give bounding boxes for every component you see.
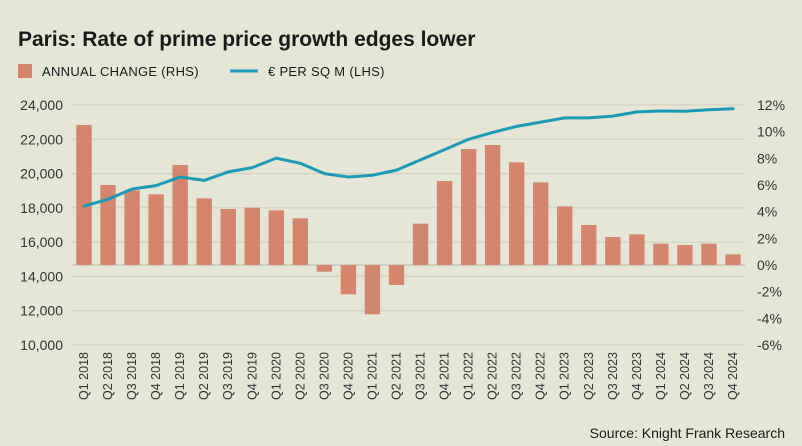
bar-q3-2021 xyxy=(412,223,429,265)
bar-q2-2023 xyxy=(581,225,597,265)
x-tick-label: Q1 2021 xyxy=(365,352,379,400)
x-tick-label: Q4 2019 xyxy=(245,352,259,400)
x-tick-label: Q3 2022 xyxy=(510,352,524,400)
bar-q1-2021 xyxy=(364,265,381,315)
right-axis: -6% -4% -2% 0% 2% 4% 6% 8% 10% 12% xyxy=(757,97,785,353)
chart-legend: ANNUAL CHANGE (RHS) € PER SQ M (LHS) xyxy=(18,64,385,79)
right-tick-label: 10% xyxy=(757,124,785,140)
right-tick-label: 6% xyxy=(757,177,777,193)
x-tick-label: Q2 2023 xyxy=(582,352,596,400)
source-note: Source: Knight Frank Research xyxy=(590,425,785,441)
legend-label-bar: ANNUAL CHANGE (RHS) xyxy=(42,64,199,79)
left-tick-label: 18,000 xyxy=(20,200,63,216)
bar-q4-2019 xyxy=(244,207,260,265)
right-tick-label: 4% xyxy=(757,204,777,220)
x-tick-label: Q1 2023 xyxy=(558,352,572,400)
left-tick-label: 22,000 xyxy=(20,131,63,147)
x-tick-label: Q1 2018 xyxy=(77,352,91,400)
left-tick-label: 14,000 xyxy=(20,268,63,284)
x-tick-label: Q2 2020 xyxy=(293,352,307,400)
bar-q3-2024 xyxy=(701,243,717,265)
bar-q2-2019 xyxy=(196,198,212,265)
x-tick-label: Q4 2024 xyxy=(726,352,740,400)
x-tick-label: Q3 2024 xyxy=(702,352,716,400)
right-tick-label: 8% xyxy=(757,150,777,166)
left-tick-label: 12,000 xyxy=(20,303,63,319)
right-tick-label: -4% xyxy=(757,310,782,326)
bar-q2-2020 xyxy=(292,218,309,265)
bar-q4-2021 xyxy=(436,181,453,265)
line-series xyxy=(82,107,735,208)
x-tick-label: Q2 2019 xyxy=(197,352,211,400)
x-tick-label: Q1 2022 xyxy=(462,352,476,400)
x-tick-label: Q3 2023 xyxy=(606,352,620,400)
line-price-per-sqm xyxy=(82,107,735,208)
x-axis: Q1 2018 Q2 2018 Q3 2018 Q4 2018 Q1 2019 Q2 20… xyxy=(77,352,740,400)
x-tick-label: Q2 2024 xyxy=(678,352,692,400)
right-tick-label: 12% xyxy=(757,97,785,113)
x-tick-label: Q1 2024 xyxy=(654,352,668,400)
bar-q1-2024 xyxy=(653,243,669,265)
left-tick-label: 20,000 xyxy=(20,166,63,182)
bar-q4-2022 xyxy=(533,182,549,265)
x-tick-label: Q4 2022 xyxy=(534,352,548,400)
left-axis: 10,000 12,000 14,000 16,000 18,000 20,000 22,0… xyxy=(20,97,63,353)
x-tick-label: Q2 2021 xyxy=(389,352,403,400)
bar-q1-2019 xyxy=(172,165,188,265)
bar-q1-2018 xyxy=(76,125,92,265)
left-tick-label: 16,000 xyxy=(20,234,63,250)
bar-q4-2023 xyxy=(629,234,645,265)
x-tick-label: Q3 2018 xyxy=(125,352,139,400)
x-tick-label: Q3 2019 xyxy=(221,352,235,400)
bar-q2-2021 xyxy=(388,265,405,285)
bar-q3-2018 xyxy=(124,190,140,265)
x-tick-label: Q3 2021 xyxy=(414,352,428,400)
bar-q2-2024 xyxy=(677,245,693,265)
right-tick-label: 2% xyxy=(757,230,777,246)
left-tick-label: 24,000 xyxy=(20,97,63,113)
bar-q3-2019 xyxy=(220,209,236,265)
x-tick-label: Q3 2020 xyxy=(317,352,331,400)
bar-q1-2023 xyxy=(557,206,573,265)
bar-q4-2018 xyxy=(148,194,164,265)
x-tick-label: Q4 2021 xyxy=(438,352,452,400)
x-tick-label: Q1 2020 xyxy=(269,352,283,400)
bar-q2-2018 xyxy=(100,185,116,265)
x-tick-label: Q1 2019 xyxy=(173,352,187,400)
bar-q2-2022 xyxy=(484,145,501,265)
chart-title: Paris: Rate of prime price growth edges … xyxy=(18,28,475,51)
x-tick-label: Q4 2018 xyxy=(149,352,163,400)
legend-label-line: € PER SQ M (LHS) xyxy=(268,64,385,79)
x-tick-label: Q2 2018 xyxy=(101,352,115,400)
x-tick-label: Q2 2022 xyxy=(486,352,500,400)
right-tick-label: -2% xyxy=(757,284,782,300)
right-tick-label: 0% xyxy=(757,257,777,273)
bar-q1-2022 xyxy=(460,149,477,265)
bar-q3-2020 xyxy=(316,265,333,272)
bar-q3-2023 xyxy=(605,237,621,265)
x-tick-label: Q4 2020 xyxy=(341,352,355,400)
bar-q1-2020 xyxy=(268,210,284,265)
bar-q3-2022 xyxy=(508,162,525,265)
x-tick-label: Q4 2023 xyxy=(630,352,644,400)
bar-q4-2020 xyxy=(340,265,357,295)
legend-swatch-bar xyxy=(18,64,32,78)
bar-q4-2024 xyxy=(725,254,741,265)
left-tick-label: 10,000 xyxy=(20,337,63,353)
right-tick-label: -6% xyxy=(757,337,782,353)
bar-series xyxy=(76,125,741,315)
